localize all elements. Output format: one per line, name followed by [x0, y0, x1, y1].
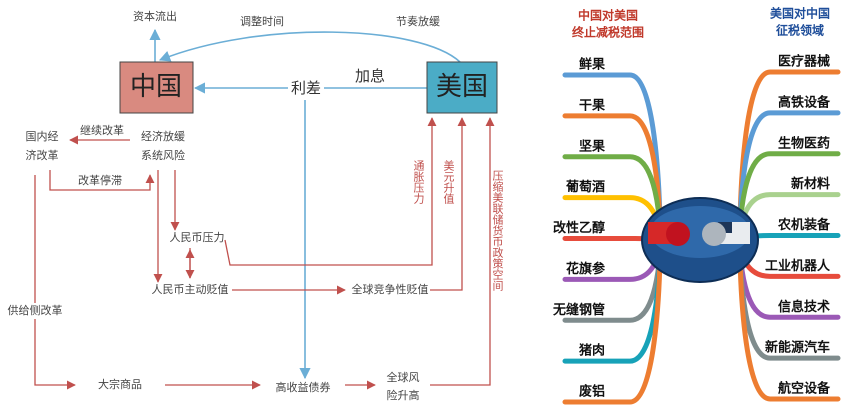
- label: 调整时间: [240, 14, 284, 28]
- right-item: 航空设备: [778, 381, 831, 397]
- vertical-label: 通胀压力: [412, 160, 425, 204]
- label: 继续改革: [80, 123, 124, 137]
- left-item: 坚果: [579, 139, 605, 154]
- left-item: 花旗参: [566, 261, 606, 277]
- label: 改革停滞: [78, 173, 122, 187]
- label: 供给侧改革: [8, 303, 63, 317]
- title: 终止减税范围: [572, 25, 644, 40]
- usa: 美国: [436, 72, 488, 102]
- fist: [666, 222, 690, 246]
- right-item: 农机装备: [777, 217, 831, 233]
- label: 高收益债券: [276, 380, 331, 394]
- branch: [737, 110, 841, 229]
- china-box: [119, 61, 194, 114]
- label: 济改革: [26, 148, 59, 162]
- china: 中国: [130, 72, 182, 102]
- label: 节奏放缓: [396, 14, 440, 28]
- right-item: 医疗器械: [778, 54, 830, 70]
- left-item: 鲜果: [579, 57, 605, 73]
- vertical-label: 美元升值: [442, 160, 455, 205]
- label: 资本流出: [133, 9, 177, 23]
- left-diagram: 中国 美国 资本流出 调整时间 节奏放缓 加息 利差 国内经 济改革 继续改革 …: [8, 9, 505, 402]
- label: 人民币主动贬值: [152, 283, 229, 296]
- usa-canton: [718, 222, 732, 233]
- label: 大宗商品: [98, 377, 142, 391]
- label: 系统风险: [141, 148, 185, 162]
- left-item: 葡萄酒: [565, 179, 605, 195]
- label: 全球风: [387, 370, 420, 384]
- right-item: 高铁设备: [778, 94, 831, 110]
- left-item: 无缝钢管: [552, 302, 605, 318]
- left-item: 废铝: [579, 384, 605, 400]
- label: 利差: [291, 79, 321, 97]
- usa-box: [426, 61, 498, 114]
- title: 中国对美国: [578, 8, 638, 23]
- vertical-label: 压缩美联储货币政策空间: [491, 170, 504, 292]
- label: 全球竞争性贬值: [352, 282, 429, 296]
- label: 加息: [355, 67, 385, 85]
- left-item: 改性乙醇: [553, 220, 605, 236]
- title: 征税领域: [776, 23, 824, 38]
- right-item: 信息技术: [778, 299, 830, 315]
- right-item: 新材料: [791, 176, 830, 192]
- right-item: 生物医药: [778, 135, 830, 151]
- title: 美国对中国: [770, 6, 830, 21]
- left-item: 猪肉: [578, 343, 605, 359]
- label: 国内经: [26, 129, 59, 143]
- fist: [702, 222, 726, 246]
- label: 险升高: [387, 388, 420, 402]
- label: 经济放缓: [141, 129, 185, 143]
- arrow: [158, 31, 461, 63]
- right-item: 新能源汽车: [765, 340, 830, 356]
- label: 人民币压力: [170, 231, 225, 244]
- branch: [737, 255, 841, 402]
- mind-map: 中国对美国 终止减税范围 美国对中国 征税领域 鲜果干果坚果葡萄酒改性乙醇花旗参…: [552, 6, 841, 405]
- left-item: 干果: [579, 98, 605, 113]
- right-item: 工业机器人: [765, 258, 831, 274]
